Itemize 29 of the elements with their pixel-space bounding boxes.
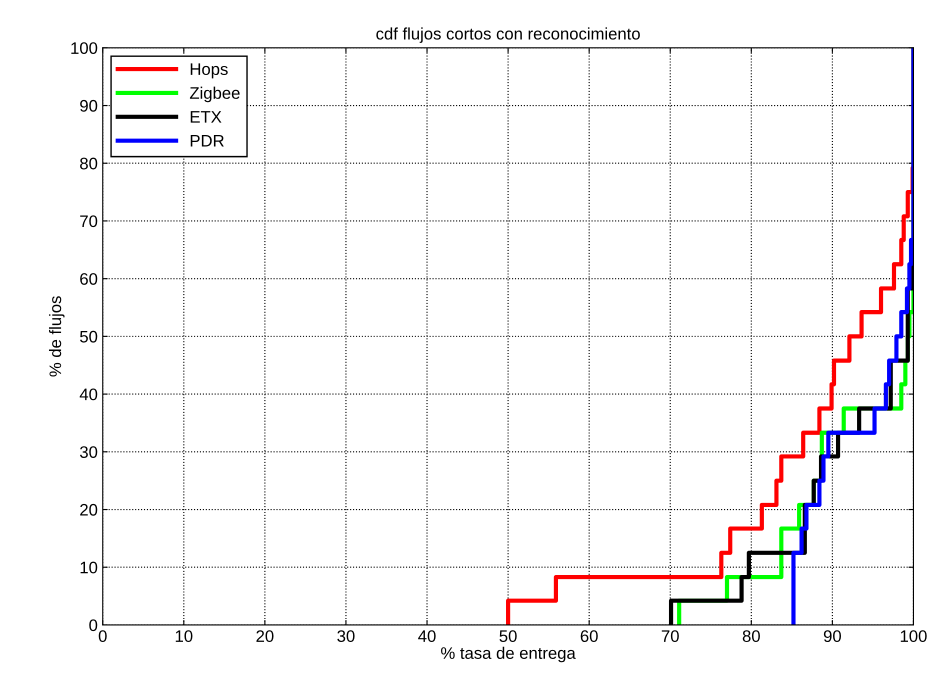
legend-label: PDR — [190, 135, 224, 146]
x-tick-label: 90 — [824, 630, 841, 642]
y-axis-title: % de flujos — [48, 296, 65, 377]
y-tick-label: 50 — [80, 330, 98, 343]
x-tick-label: 30 — [337, 630, 355, 642]
legend-label: Hops — [190, 63, 228, 78]
legend-label: Zigbee — [190, 86, 240, 102]
x-tick-label: 40 — [418, 630, 436, 642]
x-tick-label: 20 — [256, 630, 274, 642]
y-tick-label: 90 — [80, 100, 98, 112]
y-tick-label: 20 — [80, 504, 98, 516]
x-tick-label: 10 — [176, 630, 192, 642]
y-tick-label: 80 — [80, 158, 98, 170]
y-tick-label: 70 — [80, 215, 98, 228]
y-tick-label: 40 — [80, 388, 98, 400]
x-tick-label: 0 — [98, 630, 107, 642]
x-axis-title: % tasa de entrega — [441, 646, 576, 662]
x-tick-label: 70 — [662, 630, 679, 642]
x-tick-label: 50 — [499, 630, 517, 642]
y-tick-label: 60 — [80, 273, 98, 285]
chart-title: cdf flujos cortos con reconocimiento — [376, 27, 640, 43]
x-tick-label: 60 — [580, 630, 598, 642]
legend-label: ETX — [190, 111, 222, 123]
x-tick-label: 80 — [742, 630, 760, 642]
y-tick-label: 10 — [80, 562, 98, 574]
y-tick-label: 100 — [71, 42, 98, 54]
y-tick-label: 30 — [80, 446, 98, 458]
x-tick-label: 100 — [900, 630, 927, 642]
y-tick-label: 0 — [89, 619, 98, 632]
